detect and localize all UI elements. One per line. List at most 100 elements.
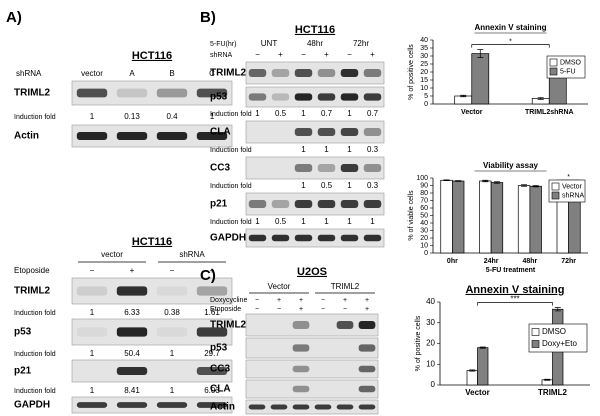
legend-label: Vector [562,183,583,190]
y-tick-label: 30 [420,227,428,234]
x-tick-label: TRIML2 [538,388,567,397]
label: TRIML2 [14,286,51,297]
x-tick-label: 0hr [447,258,458,265]
error-bar [477,49,484,58]
legend-box [528,323,588,353]
legend-label: 5-FU [560,68,576,75]
label: + [365,306,369,313]
band [270,404,288,410]
blot [71,396,233,414]
x-tick-label: 48hr [522,258,537,265]
band [292,365,310,373]
y-tick-label: 100 [416,175,428,182]
x-axis-label: 5-FU treatment [486,267,536,274]
label: − [347,50,352,59]
label: 8.41 [124,386,140,395]
bar [529,185,542,254]
label: 1 [90,308,95,317]
error-bar [460,94,467,98]
band [294,128,313,136]
bar [556,197,569,254]
y-tick-label: 20 [426,339,435,348]
label: vector [81,69,103,78]
y-tick-label: 0 [424,101,428,108]
label: U2OS [297,266,327,278]
legend-label: DMSO [542,327,566,336]
label: 1 [324,145,329,154]
band [76,327,108,337]
legend-swatch [549,58,558,67]
band [317,234,336,242]
band [340,93,359,101]
error-bar [537,97,544,100]
label: vector [101,250,123,259]
band [196,88,228,98]
error-bar [544,378,551,381]
y-axis-label: % of viable cells [408,190,415,241]
error-bar [554,307,561,312]
label: TRIML2 [210,320,247,331]
label: Induction fold [14,388,56,395]
band [248,93,267,101]
label: 1 [301,217,306,226]
band [294,200,313,208]
label: 1 [324,217,329,226]
label: Induction fold [210,219,252,226]
label: − [321,297,325,304]
chart-title: Annexin V staining [465,284,564,296]
blot [245,399,379,415]
band [248,69,267,77]
label: 1 [301,145,306,154]
legend-swatch [551,182,560,191]
significance-bracket [471,44,550,48]
band [292,404,310,410]
band [363,164,382,172]
legend-swatch [531,328,540,336]
label: + [277,297,281,304]
legend-swatch [531,340,540,348]
label: 1 [347,109,352,118]
y-tick-label: 20 [420,69,428,76]
band [336,321,354,329]
label: 1 [90,112,95,121]
band [271,200,290,208]
label: + [210,266,215,275]
legend-label: shRNA [562,192,585,199]
bar [466,370,478,386]
y-tick-label: 20 [420,235,428,242]
label: 0.4 [166,112,178,121]
label: C) [200,267,216,284]
label: 0.5 [275,217,287,226]
label: B [169,69,174,78]
band [363,93,382,101]
label: HCT116 [132,236,172,248]
error-bar [455,180,462,182]
band [271,69,290,77]
x-tick-label: Vector [465,388,489,397]
label: + [130,266,135,275]
band [340,128,359,136]
chart-title: Viability assay [483,161,539,170]
label: 0.38 [164,308,180,317]
band [340,69,359,77]
label: 0.7 [321,109,333,118]
label: Etoposide [210,306,241,313]
label: + [299,297,303,304]
band [363,234,382,242]
blot [245,313,379,337]
blot [245,61,385,85]
band [340,164,359,172]
label: 1 [210,112,215,121]
y-tick-label: 0 [431,380,436,389]
band [358,321,376,329]
band [196,327,228,337]
label: Etoposide [14,266,50,275]
label: + [324,50,329,59]
label: 50.4 [124,349,140,358]
band [314,404,332,410]
band [156,88,188,98]
label: − [277,306,281,313]
band [317,128,336,136]
band [156,402,188,408]
label: Induction fold [14,351,56,358]
